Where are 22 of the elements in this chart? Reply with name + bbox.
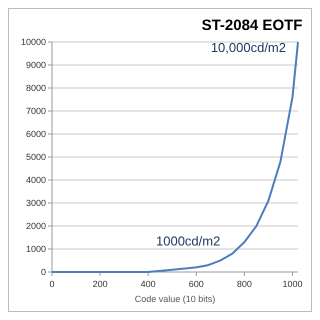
y-tick-label: 4000 [26,175,46,185]
y-tick-label: 2000 [26,221,46,231]
annotation: 1000cd/m2 [156,234,220,249]
x-tick-label: 600 [188,279,204,289]
y-tick-label: 0 [40,267,46,277]
x-tick-label: 800 [236,279,252,289]
y-tick-label: 8000 [26,83,46,93]
y-tick-label: 7000 [26,106,46,116]
annotation: 10,000cd/m2 [210,40,286,55]
x-tick-label: 400 [140,279,156,289]
y-tick-label: 5000 [26,152,46,162]
y-tick-label: 9000 [26,60,46,70]
line-series [51,41,299,273]
x-tick-label: 0 [49,279,55,289]
x-axis-title: Code value (10 bits) [134,294,216,304]
x-tick-label: 1000 [282,279,302,289]
chart-title: ST-2084 EOTF [202,17,302,34]
y-tick-label: 6000 [26,129,46,139]
x-tick-label: 200 [92,279,108,289]
y-tick-label: 10000 [20,37,46,47]
y-tick-label: 3000 [26,198,46,208]
y-tick-label: 1000 [26,244,46,254]
